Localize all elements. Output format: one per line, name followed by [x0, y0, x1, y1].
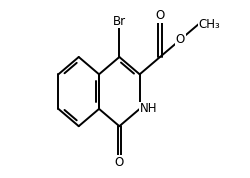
Text: O: O	[176, 33, 185, 46]
Text: CH₃: CH₃	[198, 18, 220, 31]
Text: Br: Br	[113, 15, 126, 28]
Text: O: O	[155, 9, 164, 22]
Text: NH: NH	[140, 102, 157, 115]
Text: O: O	[115, 156, 124, 169]
